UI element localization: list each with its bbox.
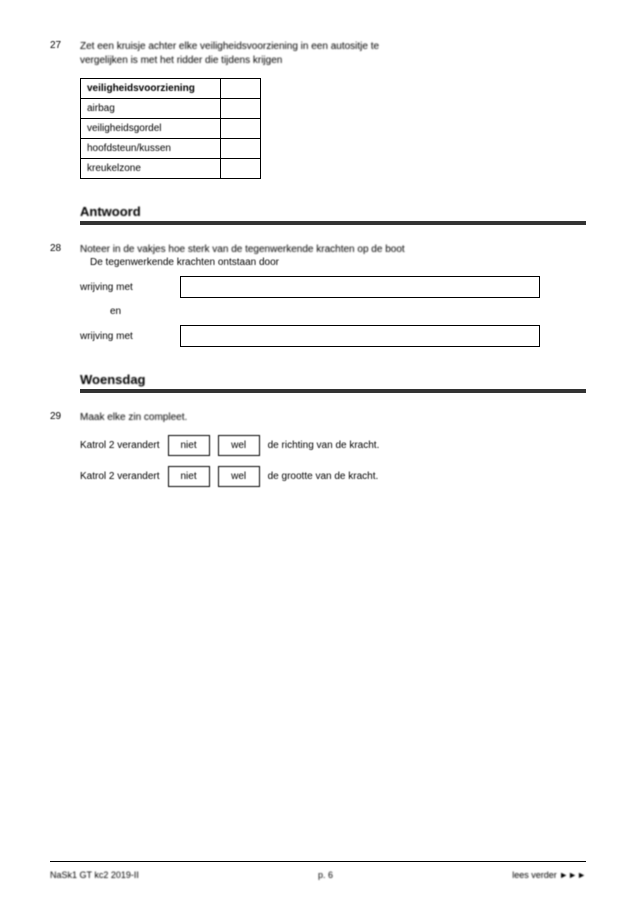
table-cell: kreukelzone — [81, 159, 221, 179]
choice-option-niet[interactable]: niet — [168, 435, 210, 456]
choice-row-2: Katrol 2 verandert niet wel de grootte v… — [80, 466, 586, 487]
question-number: 27 — [50, 40, 70, 51]
safety-table: veiligheidsvoorziening airbag veiligheid… — [80, 78, 261, 179]
choice-option-wel[interactable]: wel — [218, 435, 260, 456]
table-cell: hoofdsteun/kussen — [81, 139, 221, 159]
section-rule — [80, 389, 586, 393]
checkbox-cell[interactable] — [221, 119, 261, 139]
choice-trailing: de grootte van de kracht. — [268, 471, 379, 482]
table-header-box — [221, 79, 261, 99]
choice-row-1: Katrol 2 verandert niet wel de richting … — [80, 435, 586, 456]
section-rule — [80, 221, 586, 225]
question-number: 29 — [50, 411, 70, 422]
answer-input-1[interactable] — [180, 276, 540, 298]
section-title-2: Woensdag — [80, 372, 586, 387]
footer-rule — [50, 861, 586, 862]
checkbox-cell[interactable] — [221, 99, 261, 119]
answer-input-2[interactable] — [180, 325, 540, 347]
field-label-2: wrijving met — [80, 331, 170, 342]
question-text: Zet een kruisje achter elke veiligheidsv… — [80, 40, 586, 68]
question-28: 28 Noteer in de vakjes hoe sterk van de … — [50, 243, 586, 347]
choice-option-niet[interactable]: niet — [168, 466, 210, 487]
footer-right: lees verder ►►► — [512, 870, 586, 880]
table-header: veiligheidsvoorziening — [81, 79, 221, 99]
section-title-1: Antwoord — [80, 204, 586, 219]
footer-center: p. 6 — [318, 870, 333, 880]
table-cell: veiligheidsgordel — [81, 119, 221, 139]
checkbox-cell[interactable] — [221, 159, 261, 179]
table-cell: airbag — [81, 99, 221, 119]
question-27: 27 Zet een kruisje achter elke veilighei… — [50, 40, 586, 179]
connector-word: en — [110, 306, 586, 317]
checkbox-cell[interactable] — [221, 139, 261, 159]
question-subtext: De tegenwerkende krachten ontstaan door — [90, 257, 586, 268]
footer-left: NaSk1 GT kc2 2019-II — [50, 870, 139, 880]
page-footer: NaSk1 GT kc2 2019-II p. 6 lees verder ►►… — [50, 870, 586, 880]
question-29: 29 Maak elke zin compleet. Katrol 2 vera… — [50, 411, 586, 487]
choice-trailing: de richting van de kracht. — [268, 440, 380, 451]
choice-leading: Katrol 2 verandert — [80, 440, 160, 451]
question-text: Noteer in de vakjes hoe sterk van de teg… — [80, 243, 586, 257]
question-text: Maak elke zin compleet. — [80, 411, 586, 425]
choice-leading: Katrol 2 verandert — [80, 471, 160, 482]
choice-option-wel[interactable]: wel — [218, 466, 260, 487]
question-number: 28 — [50, 243, 70, 254]
field-label-1: wrijving met — [80, 282, 170, 293]
